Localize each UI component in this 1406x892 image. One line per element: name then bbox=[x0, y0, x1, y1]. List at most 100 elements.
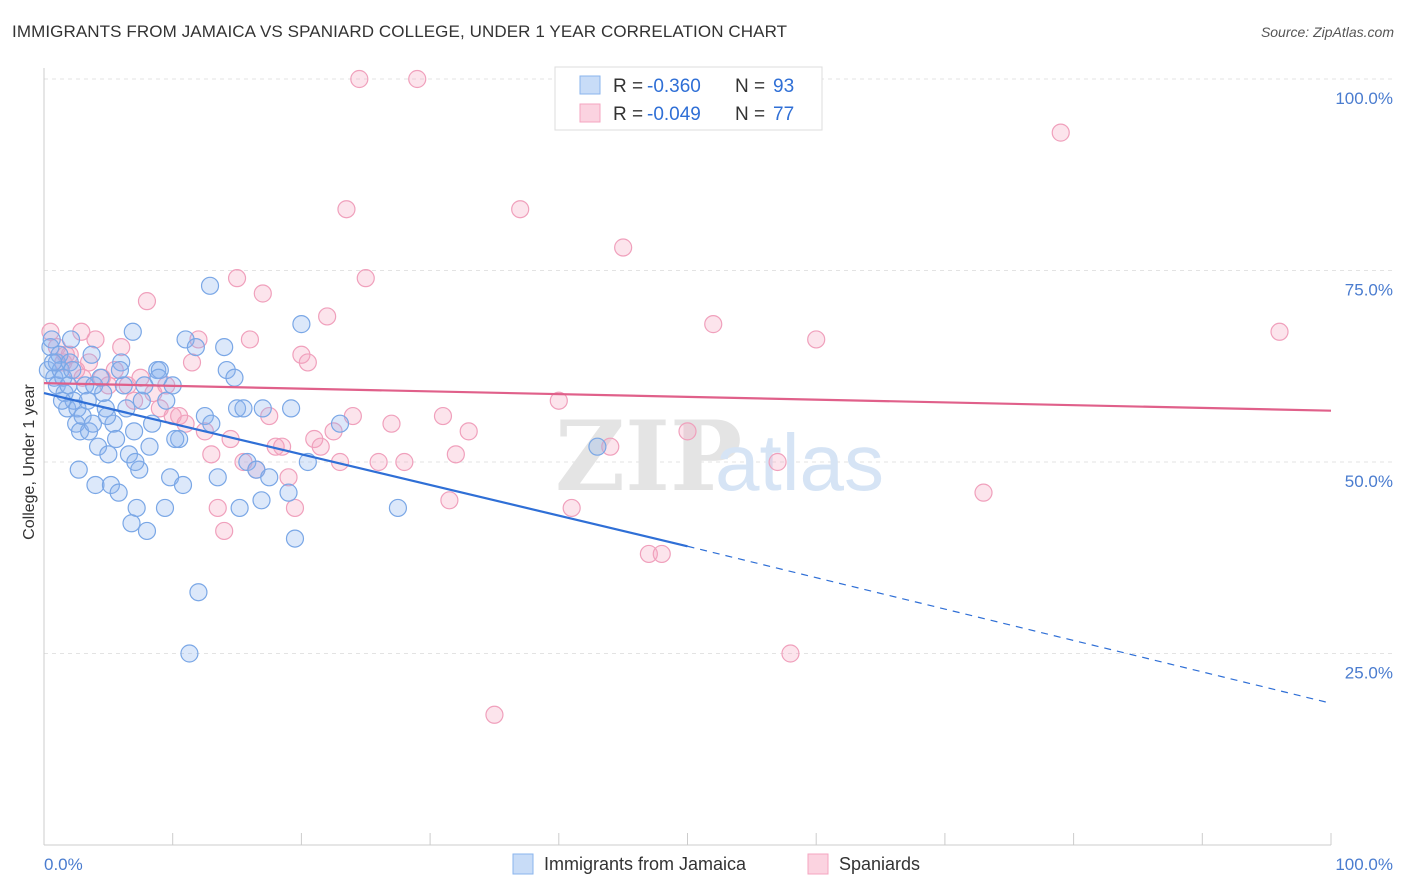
jamaica-point bbox=[127, 498, 146, 518]
jamaica-point bbox=[252, 491, 271, 510]
x-tick-label: 100.0% bbox=[1335, 855, 1393, 874]
jamaica-point bbox=[202, 414, 221, 433]
jamaica-point bbox=[279, 483, 298, 502]
jamaica-point bbox=[59, 376, 78, 395]
watermark: ZIP atlas bbox=[555, 400, 884, 513]
jamaica-point bbox=[109, 483, 128, 502]
jamaica-point bbox=[83, 414, 103, 433]
spaniards-point bbox=[652, 544, 671, 564]
spaniards-point bbox=[227, 269, 247, 288]
jamaica-point bbox=[208, 468, 227, 487]
legend-bottom: Immigrants from Jamaica Spaniards bbox=[512, 853, 920, 875]
jamaica-trend-line bbox=[43, 391, 688, 548]
spaniards-point bbox=[1051, 123, 1070, 142]
axes bbox=[43, 68, 1332, 846]
spaniards-point bbox=[318, 307, 337, 326]
y-tick-label: 100.0% bbox=[1335, 89, 1393, 108]
spaniards-point bbox=[807, 330, 826, 349]
legend-n-value-jamaica: 93 bbox=[773, 76, 794, 97]
legend-top: R = -0.360 N = 93 R = -0.049 N = 77 bbox=[554, 66, 823, 131]
y-tick-label: 25.0% bbox=[1345, 664, 1393, 683]
legend-n-label-spaniards: N = bbox=[735, 104, 765, 125]
jamaica-point bbox=[101, 475, 121, 495]
jamaica-point bbox=[180, 644, 199, 663]
jamaica-point bbox=[112, 353, 131, 372]
spaniards-point bbox=[678, 422, 697, 441]
jamaica-point bbox=[388, 498, 408, 518]
spaniards-point bbox=[137, 292, 157, 311]
jamaica-point bbox=[63, 360, 82, 380]
spaniards-point bbox=[356, 269, 375, 288]
spaniards-point bbox=[395, 452, 414, 472]
spaniards-point bbox=[446, 445, 465, 464]
bottom-legend-label-spaniards: Spaniards bbox=[839, 854, 920, 874]
spaniards-points bbox=[41, 69, 1289, 724]
spaniards-point bbox=[549, 391, 568, 410]
jamaica-point bbox=[170, 429, 189, 449]
spaniards-point bbox=[974, 483, 993, 502]
spaniards-point bbox=[704, 315, 723, 334]
spaniards-point bbox=[337, 200, 356, 219]
jamaica-point bbox=[292, 315, 311, 334]
y-tick-label: 50.0% bbox=[1345, 472, 1393, 491]
jamaica-point bbox=[260, 468, 279, 487]
spaniards-point bbox=[279, 468, 298, 487]
spaniards-point bbox=[459, 422, 478, 441]
y-axis-label: College, Under 1 year bbox=[21, 384, 38, 540]
jamaica-point bbox=[82, 345, 101, 364]
legend-swatch-spaniards bbox=[579, 103, 601, 123]
spaniards-point bbox=[781, 644, 800, 663]
jamaica-point bbox=[588, 437, 607, 456]
jamaica-point bbox=[86, 475, 105, 495]
spaniards-point bbox=[511, 200, 530, 219]
x-tick-labels: 0.0% 100.0% bbox=[44, 855, 1393, 874]
jamaica-point bbox=[157, 391, 176, 410]
spaniards-point bbox=[208, 498, 227, 518]
jamaica-point bbox=[173, 475, 193, 495]
spaniards-point bbox=[86, 330, 105, 349]
jamaica-point bbox=[126, 452, 145, 472]
legend-r-label-spaniards: R = bbox=[613, 104, 643, 125]
spaniards-point bbox=[112, 338, 131, 357]
spaniards-point bbox=[72, 322, 91, 341]
jamaica-point bbox=[230, 498, 249, 518]
jamaica-point bbox=[140, 437, 159, 456]
jamaica-point bbox=[137, 521, 157, 541]
jamaica-point bbox=[124, 422, 144, 441]
jamaica-point bbox=[282, 399, 301, 418]
jamaica-point bbox=[217, 360, 236, 380]
legend-n-label-jamaica: N = bbox=[735, 76, 765, 97]
spaniards-point bbox=[408, 69, 427, 89]
legend-r-value-spaniards: -0.049 bbox=[647, 104, 701, 125]
spaniards-point bbox=[298, 353, 317, 372]
jamaica-point bbox=[200, 276, 220, 295]
x-tick-label: 0.0% bbox=[44, 855, 83, 874]
spaniards-point bbox=[485, 705, 504, 724]
legend-r-value-jamaica: -0.360 bbox=[647, 76, 701, 97]
spaniards-point bbox=[215, 521, 234, 541]
jamaica-point bbox=[330, 414, 350, 433]
spaniards-point bbox=[350, 69, 369, 89]
bottom-legend-swatch-spaniards bbox=[807, 853, 829, 875]
jamaica-point bbox=[78, 391, 97, 410]
spaniards-point bbox=[601, 437, 620, 456]
spaniards-point bbox=[202, 445, 221, 464]
bottom-legend-label-jamaica: Immigrants from Jamaica bbox=[544, 854, 747, 874]
jamaica-point bbox=[132, 391, 151, 410]
jamaica-point bbox=[61, 330, 81, 349]
chart-title: IMMIGRANTS FROM JAMAICA VS SPANIARD COLL… bbox=[12, 22, 788, 41]
spaniards-point bbox=[614, 238, 633, 257]
spaniards-point bbox=[124, 391, 144, 410]
spaniards-point bbox=[562, 498, 581, 518]
jamaica-point bbox=[88, 437, 108, 456]
jamaica-point bbox=[155, 498, 175, 518]
legend-r-label-jamaica: R = bbox=[613, 76, 643, 97]
jamaica-point bbox=[225, 368, 244, 387]
grid bbox=[44, 78, 1392, 654]
jamaica-point bbox=[42, 330, 61, 349]
jamaica-point bbox=[52, 391, 72, 410]
y-tick-label: 75.0% bbox=[1345, 281, 1393, 300]
jamaica-point bbox=[234, 399, 253, 418]
legend-n-value-spaniards: 77 bbox=[773, 104, 794, 125]
